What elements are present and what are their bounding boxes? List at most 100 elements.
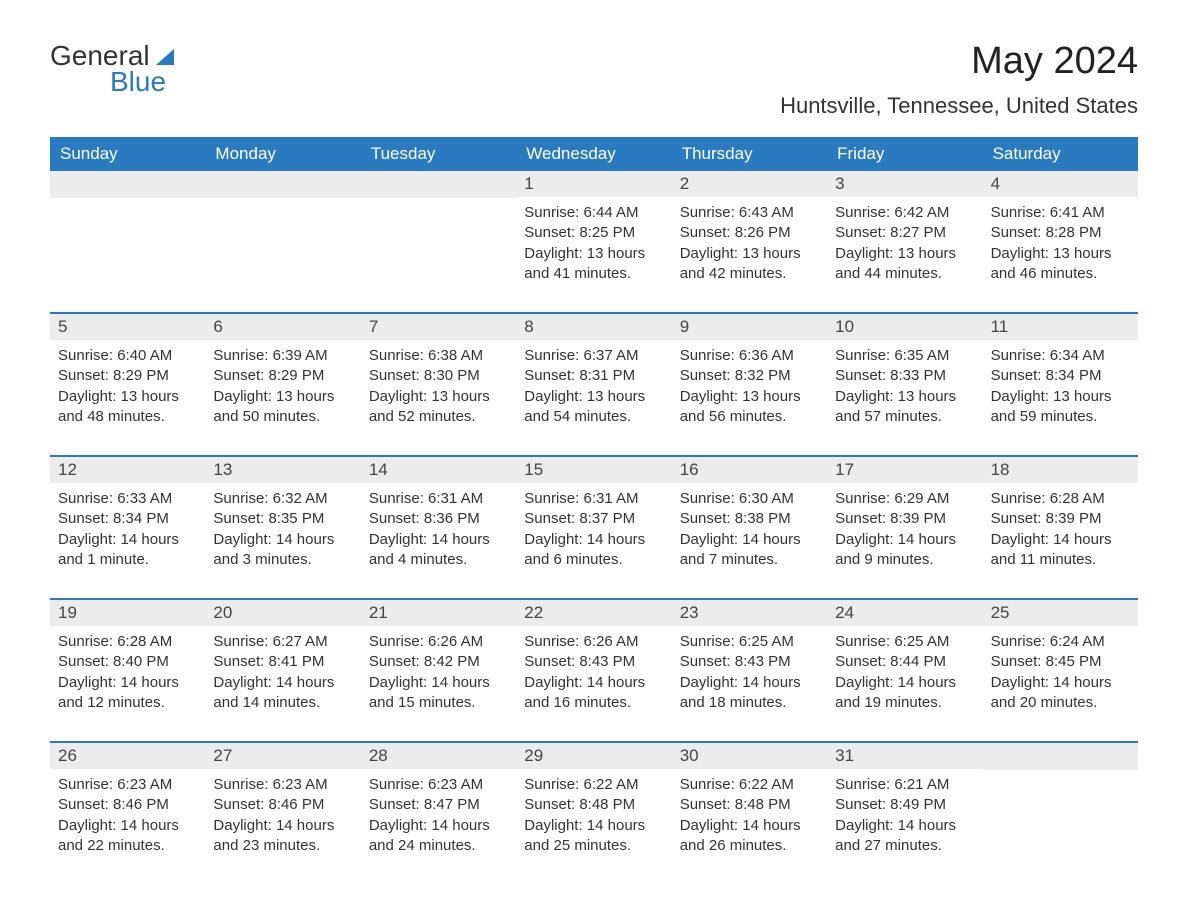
daylight-text: Daylight: 14 hours and 3 minutes. bbox=[213, 530, 352, 571]
day-number: 13 bbox=[205, 457, 360, 483]
day-number: 11 bbox=[983, 314, 1138, 340]
daylight-text: Daylight: 14 hours and 26 minutes. bbox=[680, 816, 819, 857]
day-cell: 27Sunrise: 6:23 AMSunset: 8:46 PMDayligh… bbox=[205, 743, 360, 866]
day-number: 20 bbox=[205, 600, 360, 626]
day-content: Sunrise: 6:44 AMSunset: 8:25 PMDaylight:… bbox=[516, 197, 671, 294]
day-content: Sunrise: 6:31 AMSunset: 8:37 PMDaylight:… bbox=[516, 483, 671, 580]
sunrise-text: Sunrise: 6:22 AM bbox=[680, 775, 819, 795]
day-content: Sunrise: 6:33 AMSunset: 8:34 PMDaylight:… bbox=[50, 483, 205, 580]
daylight-text: Daylight: 14 hours and 9 minutes. bbox=[835, 530, 974, 571]
day-cell: 10Sunrise: 6:35 AMSunset: 8:33 PMDayligh… bbox=[827, 314, 982, 437]
weekday-label: Friday bbox=[827, 137, 982, 171]
day-content: Sunrise: 6:28 AMSunset: 8:39 PMDaylight:… bbox=[983, 483, 1138, 580]
week-row: 26Sunrise: 6:23 AMSunset: 8:46 PMDayligh… bbox=[50, 741, 1138, 866]
day-number: 9 bbox=[672, 314, 827, 340]
day-cell: 13Sunrise: 6:32 AMSunset: 8:35 PMDayligh… bbox=[205, 457, 360, 580]
sunrise-text: Sunrise: 6:28 AM bbox=[58, 632, 197, 652]
daylight-text: Daylight: 13 hours and 57 minutes. bbox=[835, 387, 974, 428]
day-content: Sunrise: 6:42 AMSunset: 8:27 PMDaylight:… bbox=[827, 197, 982, 294]
daylight-text: Daylight: 14 hours and 16 minutes. bbox=[524, 673, 663, 714]
sunrise-text: Sunrise: 6:23 AM bbox=[58, 775, 197, 795]
day-number: 31 bbox=[827, 743, 982, 769]
weekday-label: Sunday bbox=[50, 137, 205, 171]
sunrise-text: Sunrise: 6:25 AM bbox=[680, 632, 819, 652]
sunset-text: Sunset: 8:48 PM bbox=[680, 795, 819, 815]
sunset-text: Sunset: 8:25 PM bbox=[524, 223, 663, 243]
daylight-text: Daylight: 13 hours and 42 minutes. bbox=[680, 244, 819, 285]
day-cell bbox=[983, 743, 1138, 866]
sunrise-text: Sunrise: 6:27 AM bbox=[213, 632, 352, 652]
day-cell: 9Sunrise: 6:36 AMSunset: 8:32 PMDaylight… bbox=[672, 314, 827, 437]
logo-triangle-icon bbox=[156, 49, 174, 65]
sunrise-text: Sunrise: 6:21 AM bbox=[835, 775, 974, 795]
sunrise-text: Sunrise: 6:24 AM bbox=[991, 632, 1130, 652]
daylight-text: Daylight: 13 hours and 59 minutes. bbox=[991, 387, 1130, 428]
day-cell: 12Sunrise: 6:33 AMSunset: 8:34 PMDayligh… bbox=[50, 457, 205, 580]
day-number: 1 bbox=[516, 171, 671, 197]
day-cell: 21Sunrise: 6:26 AMSunset: 8:42 PMDayligh… bbox=[361, 600, 516, 723]
daylight-text: Daylight: 13 hours and 44 minutes. bbox=[835, 244, 974, 285]
day-number: 10 bbox=[827, 314, 982, 340]
day-content: Sunrise: 6:29 AMSunset: 8:39 PMDaylight:… bbox=[827, 483, 982, 580]
daylight-text: Daylight: 13 hours and 56 minutes. bbox=[680, 387, 819, 428]
empty-day-number bbox=[983, 743, 1138, 770]
sunrise-text: Sunrise: 6:36 AM bbox=[680, 346, 819, 366]
day-cell: 26Sunrise: 6:23 AMSunset: 8:46 PMDayligh… bbox=[50, 743, 205, 866]
title-block: May 2024 Huntsville, Tennessee, United S… bbox=[780, 40, 1138, 119]
sunset-text: Sunset: 8:38 PM bbox=[680, 509, 819, 529]
day-number: 18 bbox=[983, 457, 1138, 483]
sunrise-text: Sunrise: 6:41 AM bbox=[991, 203, 1130, 223]
sunrise-text: Sunrise: 6:31 AM bbox=[524, 489, 663, 509]
day-cell: 30Sunrise: 6:22 AMSunset: 8:48 PMDayligh… bbox=[672, 743, 827, 866]
day-cell: 14Sunrise: 6:31 AMSunset: 8:36 PMDayligh… bbox=[361, 457, 516, 580]
sunrise-text: Sunrise: 6:44 AM bbox=[524, 203, 663, 223]
daylight-text: Daylight: 13 hours and 54 minutes. bbox=[524, 387, 663, 428]
sunrise-text: Sunrise: 6:35 AM bbox=[835, 346, 974, 366]
day-number: 30 bbox=[672, 743, 827, 769]
day-content: Sunrise: 6:23 AMSunset: 8:46 PMDaylight:… bbox=[205, 769, 360, 866]
sunset-text: Sunset: 8:30 PM bbox=[369, 366, 508, 386]
daylight-text: Daylight: 14 hours and 14 minutes. bbox=[213, 673, 352, 714]
day-content: Sunrise: 6:26 AMSunset: 8:43 PMDaylight:… bbox=[516, 626, 671, 723]
sunset-text: Sunset: 8:36 PM bbox=[369, 509, 508, 529]
day-number: 3 bbox=[827, 171, 982, 197]
header: General Blue May 2024 Huntsville, Tennes… bbox=[50, 40, 1138, 119]
day-content: Sunrise: 6:32 AMSunset: 8:35 PMDaylight:… bbox=[205, 483, 360, 580]
day-cell: 31Sunrise: 6:21 AMSunset: 8:49 PMDayligh… bbox=[827, 743, 982, 866]
day-cell: 16Sunrise: 6:30 AMSunset: 8:38 PMDayligh… bbox=[672, 457, 827, 580]
daylight-text: Daylight: 14 hours and 12 minutes. bbox=[58, 673, 197, 714]
sunrise-text: Sunrise: 6:39 AM bbox=[213, 346, 352, 366]
day-content: Sunrise: 6:38 AMSunset: 8:30 PMDaylight:… bbox=[361, 340, 516, 437]
sunrise-text: Sunrise: 6:43 AM bbox=[680, 203, 819, 223]
sunrise-text: Sunrise: 6:25 AM bbox=[835, 632, 974, 652]
sunset-text: Sunset: 8:31 PM bbox=[524, 366, 663, 386]
day-content: Sunrise: 6:27 AMSunset: 8:41 PMDaylight:… bbox=[205, 626, 360, 723]
day-cell: 25Sunrise: 6:24 AMSunset: 8:45 PMDayligh… bbox=[983, 600, 1138, 723]
day-number: 15 bbox=[516, 457, 671, 483]
sunset-text: Sunset: 8:43 PM bbox=[524, 652, 663, 672]
day-cell: 18Sunrise: 6:28 AMSunset: 8:39 PMDayligh… bbox=[983, 457, 1138, 580]
day-content: Sunrise: 6:22 AMSunset: 8:48 PMDaylight:… bbox=[516, 769, 671, 866]
day-number: 16 bbox=[672, 457, 827, 483]
sunset-text: Sunset: 8:41 PM bbox=[213, 652, 352, 672]
daylight-text: Daylight: 14 hours and 6 minutes. bbox=[524, 530, 663, 571]
day-content: Sunrise: 6:35 AMSunset: 8:33 PMDaylight:… bbox=[827, 340, 982, 437]
day-number: 12 bbox=[50, 457, 205, 483]
day-content: Sunrise: 6:40 AMSunset: 8:29 PMDaylight:… bbox=[50, 340, 205, 437]
day-cell bbox=[50, 171, 205, 294]
day-content: Sunrise: 6:22 AMSunset: 8:48 PMDaylight:… bbox=[672, 769, 827, 866]
sunrise-text: Sunrise: 6:28 AM bbox=[991, 489, 1130, 509]
day-number: 17 bbox=[827, 457, 982, 483]
weekday-label: Monday bbox=[205, 137, 360, 171]
day-content: Sunrise: 6:41 AMSunset: 8:28 PMDaylight:… bbox=[983, 197, 1138, 294]
day-cell: 5Sunrise: 6:40 AMSunset: 8:29 PMDaylight… bbox=[50, 314, 205, 437]
sunset-text: Sunset: 8:35 PM bbox=[213, 509, 352, 529]
day-number: 8 bbox=[516, 314, 671, 340]
day-cell: 24Sunrise: 6:25 AMSunset: 8:44 PMDayligh… bbox=[827, 600, 982, 723]
day-content: Sunrise: 6:21 AMSunset: 8:49 PMDaylight:… bbox=[827, 769, 982, 866]
daylight-text: Daylight: 14 hours and 18 minutes. bbox=[680, 673, 819, 714]
day-content: Sunrise: 6:25 AMSunset: 8:44 PMDaylight:… bbox=[827, 626, 982, 723]
day-number: 22 bbox=[516, 600, 671, 626]
daylight-text: Daylight: 14 hours and 19 minutes. bbox=[835, 673, 974, 714]
day-cell: 23Sunrise: 6:25 AMSunset: 8:43 PMDayligh… bbox=[672, 600, 827, 723]
